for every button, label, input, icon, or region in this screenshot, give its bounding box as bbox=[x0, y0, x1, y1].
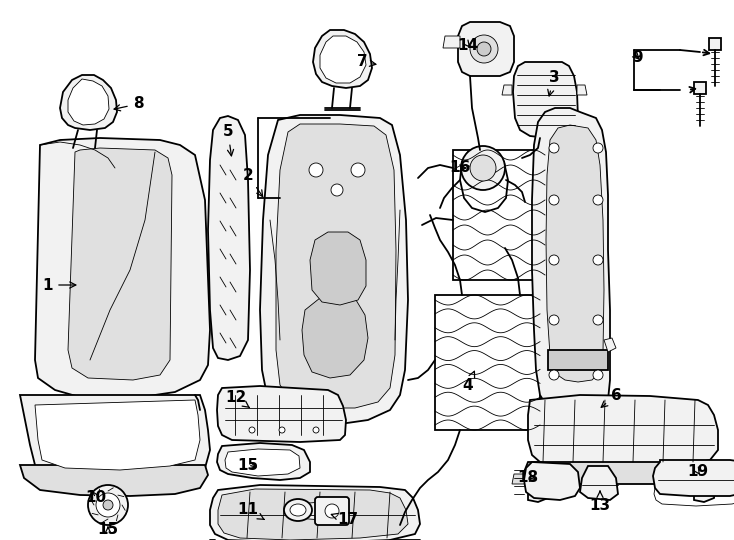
Circle shape bbox=[351, 163, 365, 177]
Circle shape bbox=[279, 427, 285, 433]
Text: 17: 17 bbox=[331, 512, 359, 528]
Ellipse shape bbox=[290, 504, 306, 516]
Ellipse shape bbox=[284, 499, 312, 521]
Polygon shape bbox=[68, 148, 172, 380]
Text: 15: 15 bbox=[98, 523, 119, 537]
Polygon shape bbox=[577, 85, 587, 95]
Polygon shape bbox=[88, 262, 138, 340]
Polygon shape bbox=[546, 125, 604, 382]
Polygon shape bbox=[524, 462, 580, 500]
FancyBboxPatch shape bbox=[315, 497, 349, 525]
Polygon shape bbox=[458, 22, 514, 76]
Polygon shape bbox=[512, 474, 524, 484]
Text: 15: 15 bbox=[237, 457, 258, 472]
Polygon shape bbox=[20, 465, 208, 496]
Circle shape bbox=[549, 370, 559, 380]
Text: 14: 14 bbox=[457, 37, 479, 52]
Text: 6: 6 bbox=[601, 388, 622, 407]
Text: 12: 12 bbox=[225, 390, 250, 408]
Circle shape bbox=[593, 195, 603, 205]
Polygon shape bbox=[502, 85, 512, 95]
Polygon shape bbox=[225, 449, 300, 476]
Polygon shape bbox=[210, 485, 420, 540]
Circle shape bbox=[549, 195, 559, 205]
Circle shape bbox=[593, 143, 603, 153]
Text: 7: 7 bbox=[357, 55, 376, 70]
Text: 5: 5 bbox=[222, 125, 233, 156]
Polygon shape bbox=[694, 82, 706, 94]
Polygon shape bbox=[580, 466, 618, 500]
FancyBboxPatch shape bbox=[548, 350, 608, 370]
Circle shape bbox=[470, 35, 498, 63]
Polygon shape bbox=[296, 502, 322, 520]
Text: 13: 13 bbox=[589, 491, 611, 512]
Polygon shape bbox=[709, 38, 721, 50]
Polygon shape bbox=[218, 489, 408, 540]
Text: 8: 8 bbox=[114, 97, 143, 111]
Text: 10: 10 bbox=[85, 490, 106, 505]
Text: 3: 3 bbox=[548, 71, 559, 96]
Circle shape bbox=[249, 427, 255, 433]
Circle shape bbox=[88, 485, 128, 525]
Circle shape bbox=[103, 500, 113, 510]
Polygon shape bbox=[653, 460, 734, 496]
Polygon shape bbox=[260, 115, 408, 424]
Polygon shape bbox=[217, 386, 346, 442]
Polygon shape bbox=[513, 62, 578, 138]
Polygon shape bbox=[208, 116, 250, 360]
Polygon shape bbox=[443, 36, 460, 48]
Circle shape bbox=[549, 255, 559, 265]
Polygon shape bbox=[320, 36, 366, 83]
Text: 2: 2 bbox=[243, 167, 263, 197]
Polygon shape bbox=[530, 405, 555, 428]
Text: 16: 16 bbox=[449, 160, 470, 176]
Circle shape bbox=[470, 155, 496, 181]
Circle shape bbox=[549, 143, 559, 153]
Circle shape bbox=[549, 315, 559, 325]
Circle shape bbox=[96, 493, 120, 517]
Polygon shape bbox=[532, 108, 610, 416]
Polygon shape bbox=[528, 480, 550, 502]
Text: 11: 11 bbox=[238, 503, 264, 519]
Polygon shape bbox=[20, 395, 210, 482]
Polygon shape bbox=[310, 232, 366, 305]
Circle shape bbox=[331, 184, 343, 196]
Text: 1: 1 bbox=[43, 278, 76, 293]
Text: 9: 9 bbox=[633, 51, 643, 65]
Circle shape bbox=[461, 146, 505, 190]
Circle shape bbox=[325, 504, 339, 518]
Circle shape bbox=[593, 315, 603, 325]
Polygon shape bbox=[313, 30, 372, 88]
Circle shape bbox=[477, 42, 491, 56]
Polygon shape bbox=[68, 79, 109, 125]
Polygon shape bbox=[35, 138, 210, 400]
Polygon shape bbox=[524, 462, 720, 484]
Circle shape bbox=[593, 370, 603, 380]
Text: 4: 4 bbox=[462, 371, 475, 393]
Circle shape bbox=[593, 255, 603, 265]
Polygon shape bbox=[604, 338, 616, 352]
Polygon shape bbox=[694, 480, 716, 502]
Circle shape bbox=[309, 163, 323, 177]
Text: 19: 19 bbox=[688, 464, 708, 480]
Polygon shape bbox=[302, 295, 368, 378]
Polygon shape bbox=[276, 124, 396, 408]
Polygon shape bbox=[528, 395, 718, 468]
Polygon shape bbox=[60, 75, 117, 130]
Polygon shape bbox=[217, 443, 310, 480]
Circle shape bbox=[313, 427, 319, 433]
Polygon shape bbox=[460, 148, 508, 212]
Text: 18: 18 bbox=[517, 470, 539, 485]
Polygon shape bbox=[35, 400, 200, 470]
